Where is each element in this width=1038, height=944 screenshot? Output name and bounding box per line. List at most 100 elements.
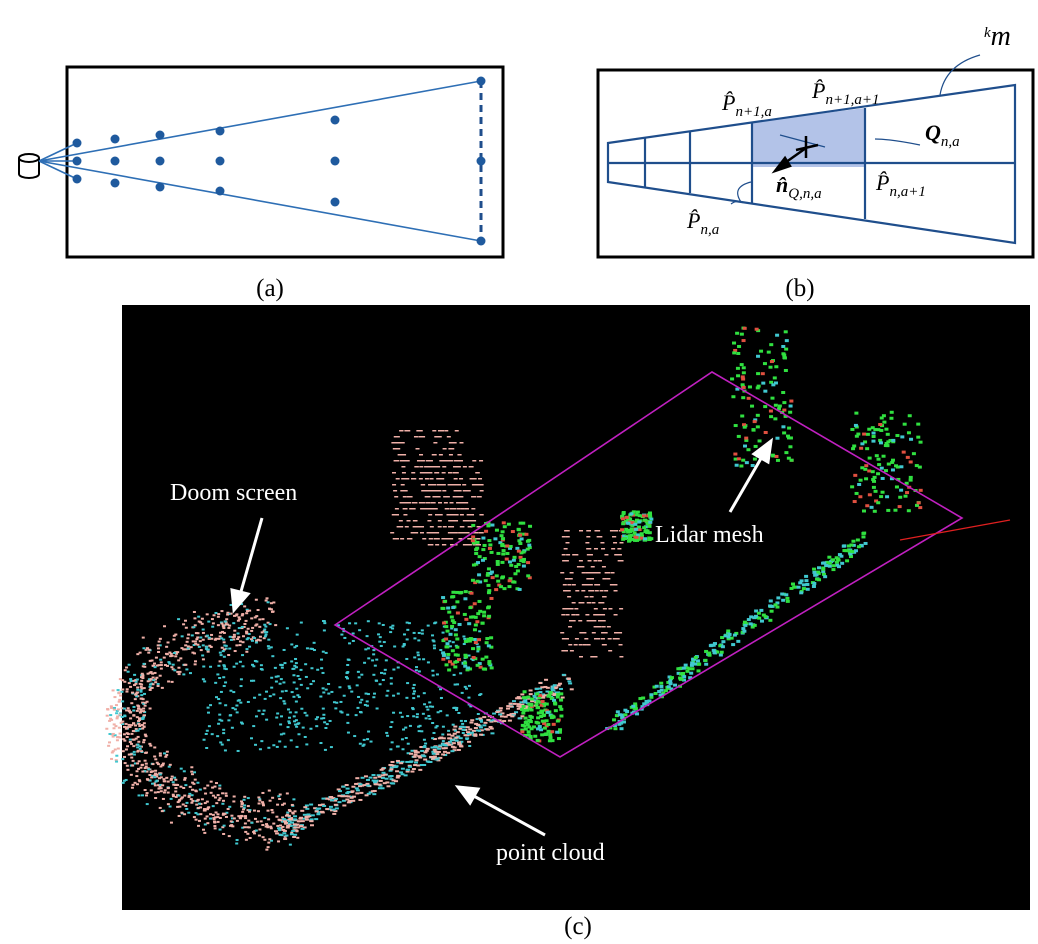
cloud-point xyxy=(383,641,386,643)
cloud-point xyxy=(211,626,214,628)
cloud-point xyxy=(753,420,757,423)
cloud-point xyxy=(611,548,615,550)
cloud-point xyxy=(771,454,775,457)
cloud-point xyxy=(212,622,215,624)
cloud-point xyxy=(435,544,439,546)
cloud-point xyxy=(479,532,483,534)
cloud-point xyxy=(402,472,406,474)
cloud-point xyxy=(218,787,221,789)
cloud-point xyxy=(684,664,688,667)
cloud-point xyxy=(768,619,772,622)
cloud-point xyxy=(202,632,205,634)
cloud-point xyxy=(496,580,500,583)
cloud-point xyxy=(510,715,514,717)
cloud-point xyxy=(402,645,405,647)
cloud-point xyxy=(316,669,319,671)
cloud-point xyxy=(241,654,244,656)
cloud-point xyxy=(325,689,328,691)
cloud-point xyxy=(208,637,211,639)
cloud-point xyxy=(111,751,114,753)
cloud-point xyxy=(198,820,201,822)
cloud-point xyxy=(870,506,874,509)
cloud-point xyxy=(862,532,866,535)
cloud-point xyxy=(119,695,122,697)
cloud-point xyxy=(172,781,175,783)
cloud-point xyxy=(623,537,627,540)
cloud-point xyxy=(460,726,464,728)
cloud-point xyxy=(553,702,557,705)
cloud-point xyxy=(887,463,891,466)
cloud-point xyxy=(292,798,295,800)
cloud-point xyxy=(518,542,522,545)
cloud-point xyxy=(219,702,222,704)
cloud-point xyxy=(399,771,403,773)
cloud-point xyxy=(594,608,598,610)
cloud-point xyxy=(828,565,832,568)
cloud-point xyxy=(404,430,408,432)
cloud-point xyxy=(555,731,559,734)
cloud-point xyxy=(566,554,570,556)
cloud-point xyxy=(270,687,273,689)
cloud-point xyxy=(567,608,571,610)
cloud-point xyxy=(241,614,244,616)
cloud-point xyxy=(233,796,236,798)
cloud-point xyxy=(494,588,498,591)
cloud-point xyxy=(249,837,252,839)
cloud-point xyxy=(392,695,395,697)
cloud-point xyxy=(168,652,171,654)
cloud-point xyxy=(556,720,560,723)
cloud-point xyxy=(253,832,256,834)
cloud-point xyxy=(899,489,903,492)
cloud-point xyxy=(764,615,768,618)
cloud-point xyxy=(735,332,739,335)
cloud-point xyxy=(395,765,399,767)
cloud-point xyxy=(165,646,168,648)
cloud-point xyxy=(614,614,618,616)
cloud-point xyxy=(358,783,362,785)
cloud-point xyxy=(137,741,140,743)
cloud-point xyxy=(163,625,166,627)
cloud-point xyxy=(442,621,446,624)
cloud-point xyxy=(161,784,164,786)
cloud-point xyxy=(177,801,180,803)
cloud-point xyxy=(250,617,253,619)
cloud-point xyxy=(160,668,163,670)
cloud-point xyxy=(513,556,517,559)
cloud-point xyxy=(255,830,258,832)
cloud-point xyxy=(263,817,266,819)
cloud-point xyxy=(343,695,346,697)
cloud-point xyxy=(125,666,128,668)
cloud-point xyxy=(261,631,264,633)
cloud-point xyxy=(138,723,141,725)
cloud-point xyxy=(568,644,572,646)
cloud-point xyxy=(136,770,139,772)
cloud-point xyxy=(191,773,194,775)
cloud-point xyxy=(568,682,572,684)
cloud-point xyxy=(262,836,265,838)
cloud-point xyxy=(412,715,415,717)
cloud-point xyxy=(468,526,472,528)
cloud-point xyxy=(137,720,140,722)
cloud-point xyxy=(366,635,369,637)
cloud-point xyxy=(863,468,867,471)
cloud-point xyxy=(149,672,152,674)
cloud-point xyxy=(444,430,448,432)
cloud-point xyxy=(496,552,500,555)
cloud-point xyxy=(205,648,208,650)
cloud-point xyxy=(574,554,578,556)
cloud-point xyxy=(736,367,740,370)
cloud-point xyxy=(587,530,591,532)
cloud-point xyxy=(447,611,451,614)
cloud-point xyxy=(340,634,343,636)
cloud-point xyxy=(375,659,378,661)
cloud-point xyxy=(414,750,418,752)
cloud-point xyxy=(477,713,480,715)
cloud-point xyxy=(594,656,598,658)
cloud-point xyxy=(216,673,219,675)
cloud-point xyxy=(452,472,456,474)
cloud-point xyxy=(474,727,478,729)
cloud-point xyxy=(850,428,854,431)
cloud-point xyxy=(781,425,785,428)
cloud-point xyxy=(284,746,287,748)
cloud-point xyxy=(442,484,446,486)
